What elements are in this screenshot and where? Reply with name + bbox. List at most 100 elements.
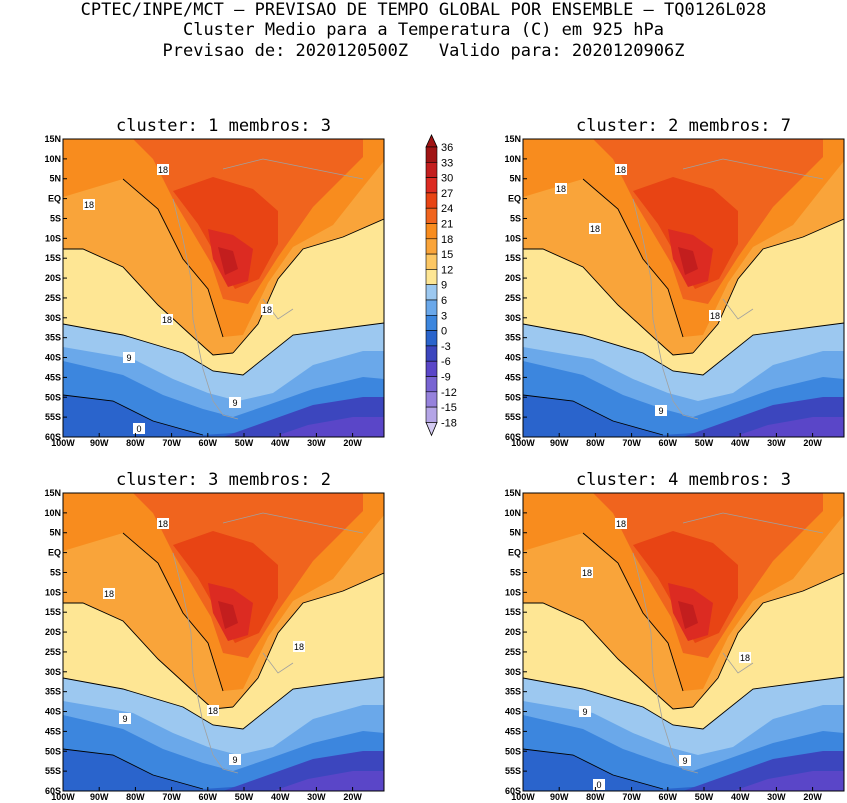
map-panel-4: cluster: 4 membros: 3 18 18 18 9 9 0 15N 10N 5N EQ…	[504, 470, 845, 802]
lat-tick-label: 15S	[505, 607, 521, 617]
svg-text:9: 9	[582, 707, 587, 717]
panel-title: cluster: 4 membros: 3	[576, 470, 791, 490]
svg-text:18: 18	[590, 224, 600, 234]
color-band	[633, 531, 738, 643]
colorbar-label: -12	[441, 387, 457, 399]
lon-tick-label: 30W	[307, 792, 326, 802]
colorbar-swatch	[425, 207, 438, 224]
colorbar-label: 33	[441, 157, 453, 169]
subtitle-dates: Previsao de: 2020120500Z Valido para: 20…	[162, 41, 685, 61]
lat-tick-label: EQ	[508, 548, 521, 558]
contour-label: 18	[83, 199, 95, 210]
lon-tick-label: 70W	[622, 792, 641, 802]
contour-line	[523, 676, 844, 730]
color-band	[273, 417, 384, 437]
svg-text:18: 18	[582, 568, 592, 578]
svg-text:0: 0	[596, 780, 601, 790]
contour-label: 18	[207, 705, 219, 716]
panel-title: cluster: 1 membros: 3	[116, 116, 331, 136]
svg-text:18: 18	[158, 519, 168, 529]
contour-label: 18	[709, 310, 721, 321]
colorbar-swatch	[425, 238, 438, 255]
lat-tick-label: 5S	[50, 213, 61, 223]
lon-tick-label: 60W	[659, 792, 678, 802]
lat-tick-label: 55S	[45, 766, 61, 776]
color-band	[633, 177, 738, 289]
lat-tick-label: 55S	[505, 412, 521, 422]
lon-tick-label: 50W	[235, 438, 254, 448]
lon-tick-label: 80W	[126, 792, 145, 802]
contour-line	[63, 322, 384, 376]
lon-tick-label: 20W	[803, 792, 822, 802]
colorbar-label: 36	[441, 142, 453, 154]
lat-tick-label: 10N	[504, 508, 521, 518]
lat-tick-label: EQ	[48, 194, 61, 204]
lat-tick-label: 10S	[45, 233, 61, 243]
lat-tick-label: 45S	[505, 372, 521, 382]
lat-tick-label: 50S	[45, 746, 61, 756]
contour-line	[523, 748, 664, 790]
svg-text:18: 18	[208, 706, 218, 716]
colorbar-swatch	[425, 330, 438, 347]
lat-tick-label: 60S	[45, 786, 61, 796]
svg-text:18: 18	[616, 165, 626, 175]
lat-tick-label: 40S	[45, 353, 61, 363]
lat-tick-label: 45S	[45, 726, 61, 736]
subtitle-variable: Cluster Medio para a Temperatura (C) em …	[182, 20, 665, 40]
map-frame	[522, 492, 845, 792]
contour-label: 9	[655, 405, 667, 416]
lon-tick-label: 100W	[51, 438, 75, 448]
color-band	[173, 531, 278, 643]
contour-label: 9	[579, 706, 591, 717]
map-panel-2: cluster: 2 membros: 7 18 18 18 18 9 15N 10N 5N EQ…	[504, 116, 845, 448]
contour-label: 18	[581, 567, 593, 578]
lat-tick-label: 25S	[45, 293, 61, 303]
lon-tick-label: 90W	[90, 792, 109, 802]
lat-tick-label: 20S	[45, 627, 61, 637]
lat-tick-label: 10S	[505, 587, 521, 597]
lon-tick-label: 100W	[511, 438, 535, 448]
map-panel-3: cluster: 3 membros: 2 18 18 18 18 9 9 15N 10N 5N E…	[44, 470, 385, 802]
contour-line	[63, 676, 384, 730]
colorbar-swatch	[425, 253, 438, 270]
lon-tick-label: 100W	[51, 792, 75, 802]
contour-label: 18	[615, 164, 627, 175]
contour-label: 18	[157, 518, 169, 529]
lon-tick-label: 30W	[767, 792, 786, 802]
contour-label: 18	[103, 588, 115, 599]
lat-tick-label: 15S	[45, 253, 61, 263]
contour-label: 18	[157, 164, 169, 175]
lat-tick-label: 5S	[510, 213, 521, 223]
lat-tick-label: 35S	[505, 333, 521, 343]
lon-tick-label: 80W	[126, 438, 145, 448]
temperature-field: 18 18 18 18 9 9 0	[63, 139, 384, 437]
lat-tick-label: 35S	[505, 687, 521, 697]
lat-tick-label: 30S	[45, 667, 61, 677]
lat-tick-label: 25S	[505, 293, 521, 303]
lon-tick-label: 40W	[731, 792, 750, 802]
lon-tick-label: 70W	[162, 792, 181, 802]
svg-text:18: 18	[740, 653, 750, 663]
contour-line	[232, 572, 384, 708]
lon-tick-label: 90W	[550, 438, 569, 448]
colorbar-swatch	[425, 376, 438, 393]
svg-text:18: 18	[84, 200, 94, 210]
lat-tick-label: 10N	[44, 508, 61, 518]
lat-tick-label: 5N	[509, 528, 521, 538]
colorbar-min-arrow	[425, 422, 438, 437]
svg-text:18: 18	[162, 315, 172, 325]
lon-tick-label: 80W	[586, 792, 605, 802]
map-frame	[522, 138, 845, 438]
colorbar-label: 3	[441, 310, 447, 322]
contour-label: 18	[261, 304, 273, 315]
lat-tick-label: 40S	[45, 707, 61, 717]
lat-tick-label: 10N	[504, 154, 521, 164]
lon-tick-label: 30W	[767, 438, 786, 448]
map-panel-1: cluster: 1 membros: 3 18 18 18 18 9 9 0 15N 10N 5N…	[44, 116, 385, 448]
coastline	[632, 512, 824, 774]
temperature-field: 18 18 18 18 9 9	[63, 493, 384, 791]
main-title: CPTEC/INPE/MCT – PREVISAO DE TEMPO GLOBA…	[80, 0, 767, 20]
contour-line	[692, 572, 844, 708]
colorbar-label: -3	[441, 341, 451, 353]
